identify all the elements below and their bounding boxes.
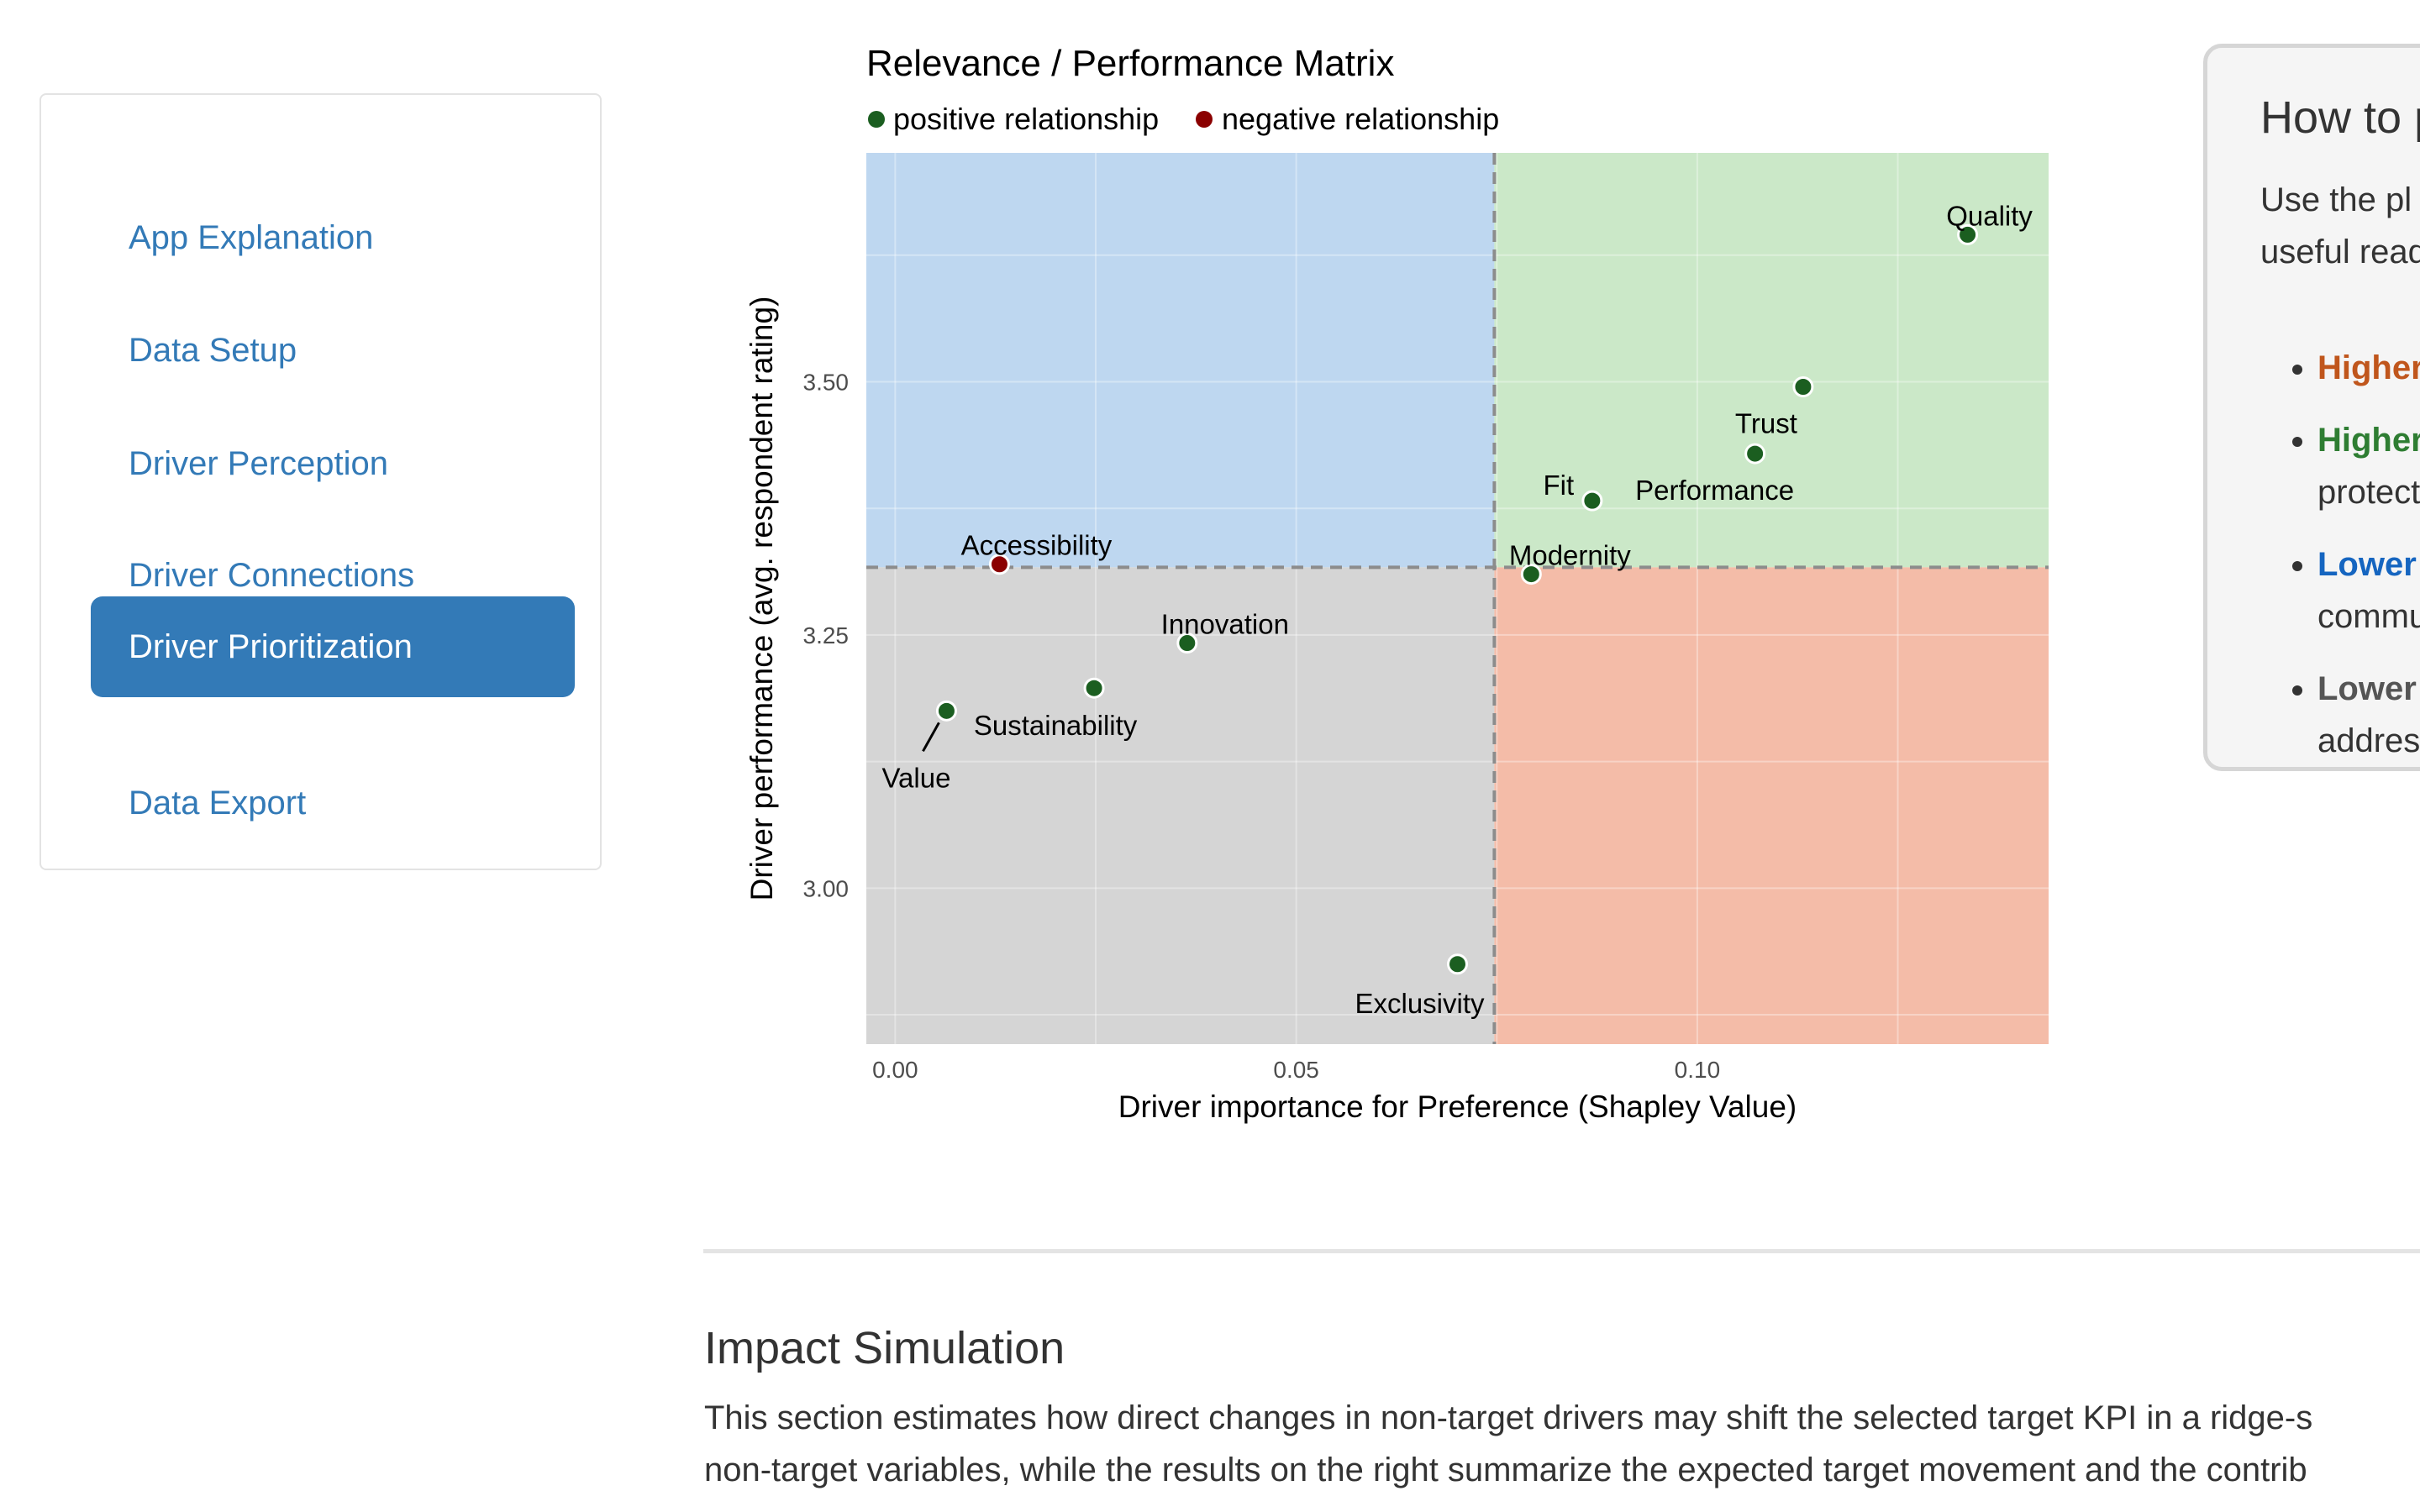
data-point [1520,564,1542,585]
data-point [1083,677,1105,699]
data-point-label: Modernity [1509,540,1631,571]
help-bullet-bold: Higher [2317,349,2420,386]
data-point-label: Value [881,762,950,793]
nav-item-driver-connections[interactable]: Driver Connections [129,556,415,594]
x-tick-label: 0.00 [872,1057,918,1083]
data-point [1447,953,1468,975]
y-tick-label: 3.25 [803,622,850,648]
data-point-label: Innovation [1161,609,1289,640]
y-tick-label: 3.50 [803,369,850,395]
nav-item-app-explanation[interactable]: App Explanation [129,218,374,256]
relevance-performance-chart: Relevance / Performance Matrix positive r… [723,25,2101,1142]
y-axis-label: Driver performance (avg. respondent rati… [744,297,779,901]
data-point-label: Sustainability [974,710,1138,741]
help-panel: How to p Use the pl useful read Higher H… [2203,44,2420,771]
legend-label-positive: positive relationship [893,102,1159,136]
help-bullet-rest: commu [2317,598,2420,635]
impact-simulation-title: Impact Simulation [704,1323,1065,1373]
help-bullet: Lower commu [2317,538,2420,643]
x-axis-label: Driver importance for Preference (Shaple… [1118,1089,1797,1124]
nav-item-data-setup[interactable]: Data Setup [129,331,297,369]
chart-title: Relevance / Performance Matrix [866,43,1394,84]
legend-label-negative: negative relationship [1222,102,1499,136]
nav-item-driver-perception[interactable]: Driver Perception [129,444,389,482]
legend-marker-positive [868,111,885,128]
help-bullet: Higher protect [2317,414,2420,518]
chart-svg: Relevance / Performance Matrix positive r… [744,43,2049,1124]
data-point-label: Accessibility [961,530,1113,561]
impact-simulation-line-2: non-target variables, while the results … [704,1452,2307,1488]
quadrant-bottom-right [1494,567,2049,1044]
data-point [1581,490,1603,512]
help-bullet-rest: protect [2317,474,2420,511]
data-point [1792,376,1814,398]
data-point-label: Trust [1735,408,1797,439]
help-intro-line-2: useful read [2260,234,2420,270]
data-point [1744,443,1766,465]
data-point [1957,223,1979,245]
x-tick-label: 0.10 [1675,1057,1721,1083]
quadrant-top-left [866,153,1495,568]
data-point-label: Fit [1544,470,1575,501]
data-point [935,700,957,722]
data-point [988,554,1010,575]
nav-item-data-export[interactable]: Data Export [129,784,307,822]
help-bullet: Higher [2317,342,2420,394]
section-divider [703,1249,2420,1253]
help-panel-intro: Use the pl useful read [2260,174,2420,278]
data-point-label: Exclusivity [1355,988,1485,1019]
help-bullet-bold: Lower [2317,546,2417,583]
data-point-label: Performance [1635,475,1794,506]
help-bullet-list: Higher Higher protect Lower commu Lower add… [2260,342,2420,767]
sidebar-nav: App Explanation Data Setup Driver Percep… [39,93,602,870]
help-bullet-rest: addres [2317,722,2420,759]
data-point-label: Quality [1946,200,2033,231]
legend-marker-negative [1196,111,1213,128]
y-tick-label: 3.00 [803,875,850,901]
nav-item-driver-prioritization[interactable]: Driver Prioritization [91,596,575,697]
x-tick-label: 0.05 [1273,1057,1319,1083]
label-leader-line [922,722,940,753]
help-bullet-bold: Lower [2317,670,2417,707]
help-panel-title: How to p [2260,92,2420,143]
impact-simulation-line-1: This section estimates how direct change… [704,1399,2313,1436]
data-point [1176,633,1198,654]
impact-simulation-description: This section estimates how direct change… [704,1392,2420,1496]
help-intro-line-1: Use the pl [2260,181,2412,218]
help-bullet: Lower addres [2317,663,2420,767]
help-bullet-bold: Higher [2317,422,2420,459]
